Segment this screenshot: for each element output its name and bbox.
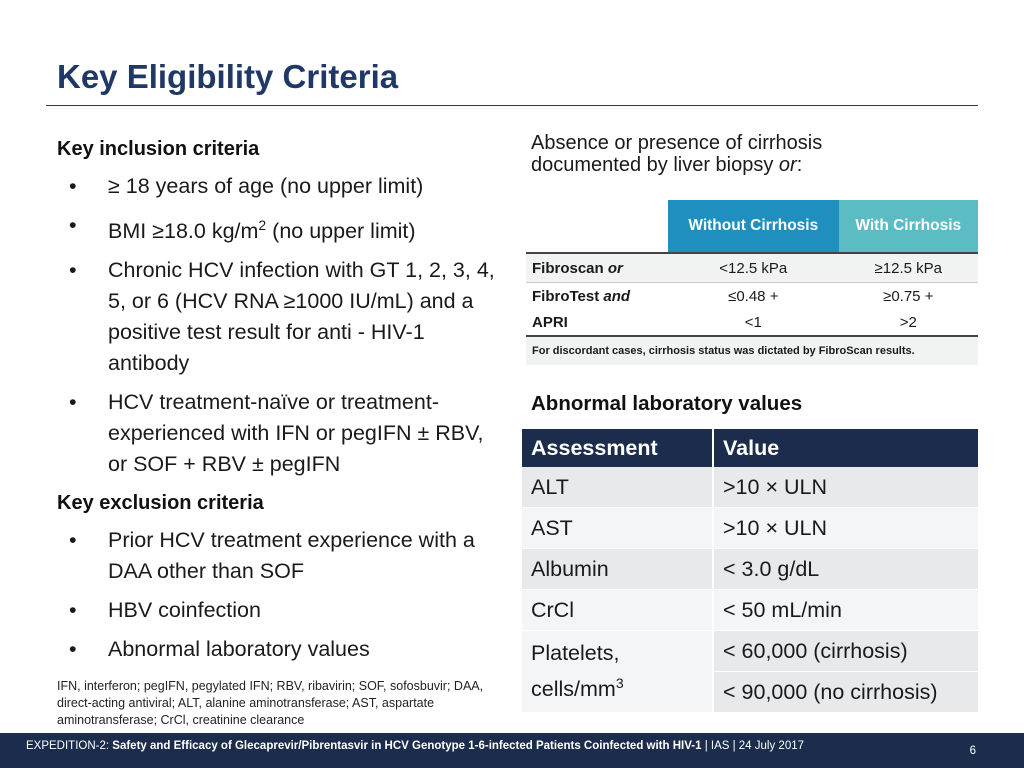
page-title: Key Eligibility Criteria — [57, 58, 399, 95]
table-row: FibroTest and ≤0.48 + ≥0.75 + — [532, 287, 934, 305]
table-row: APRI <1 >2 — [526, 309, 978, 337]
list-item: • Prior HCV treatment experience with a D… — [69, 528, 475, 584]
table-row: Platelets, cells/mm3 < 60,000 (cirrhosis… — [522, 630, 978, 713]
list-item: • BMI ≥18.0 kg/m2 (no upper limit) — [69, 213, 416, 244]
footer-citation: EXPEDITION-2: Safety and Efficacy of Gle… — [26, 740, 805, 752]
cirrhosis-table: Without Cirrhosis With Cirrhosis Fibrosc… — [526, 200, 978, 365]
table-row: CrCl < 50 mL/min — [522, 589, 978, 631]
list-item: • ≥ 18 years of age (no upper limit) — [69, 174, 424, 198]
lab-values-table: Assessment Value ALT >10 × ULN AST >10 ×… — [522, 429, 978, 713]
title-divider — [46, 105, 978, 106]
criteria-column: Key inclusion criteria • ≥ 18 years of ag… — [57, 136, 507, 665]
header-with-cirrhosis: With Cirrhosis — [838, 200, 978, 253]
page-number: 6 — [969, 745, 976, 757]
header-value: Value — [713, 429, 978, 467]
table-row: Albumin < 3.0 g/dL — [522, 548, 978, 590]
footer-bar: EXPEDITION-2: Safety and Efficacy of Gle… — [0, 733, 1024, 768]
list-item: • Chronic HCV infection with GT 1, 2, 3, … — [69, 258, 495, 376]
inclusion-heading: Key inclusion criteria — [57, 138, 260, 160]
cirrhosis-intro: Absence or presence of cirrhosis documen… — [531, 132, 823, 176]
table-row: ALT >10 × ULN — [522, 467, 978, 508]
list-item: • HBV coinfection — [69, 598, 261, 623]
list-item: • HCV treatment-naïve or treatment-experi… — [69, 390, 484, 477]
list-item: • Abnormal laboratory values — [69, 637, 370, 662]
header-assessment: Assessment — [522, 429, 714, 467]
table-row: AST >10 × ULN — [522, 507, 978, 549]
platelets-cell: Platelets, cells/mm3 — [522, 630, 714, 713]
inclusion-list: • ≥ 18 years of age (no upper limit) • BMI… — [57, 171, 507, 480]
table-note-row: For discordant cases, cirrhosis status w… — [526, 336, 978, 365]
lab-values-heading: Abnormal laboratory values — [531, 392, 803, 415]
table-row: Fibroscan or <12.5 kPa ≥12.5 kPa — [526, 252, 978, 283]
exclusion-list: • Prior HCV treatment experience with a D… — [57, 525, 507, 665]
header-without-cirrhosis: Without Cirrhosis — [668, 200, 839, 253]
abbreviations-footnote: IFN, interferon; pegIFN, pegylated IFN; … — [57, 679, 484, 727]
exclusion-heading: Key exclusion criteria — [57, 492, 264, 515]
table-header-blank — [526, 200, 668, 253]
table-row: < 90,000 (no cirrhosis) — [522, 671, 978, 713]
